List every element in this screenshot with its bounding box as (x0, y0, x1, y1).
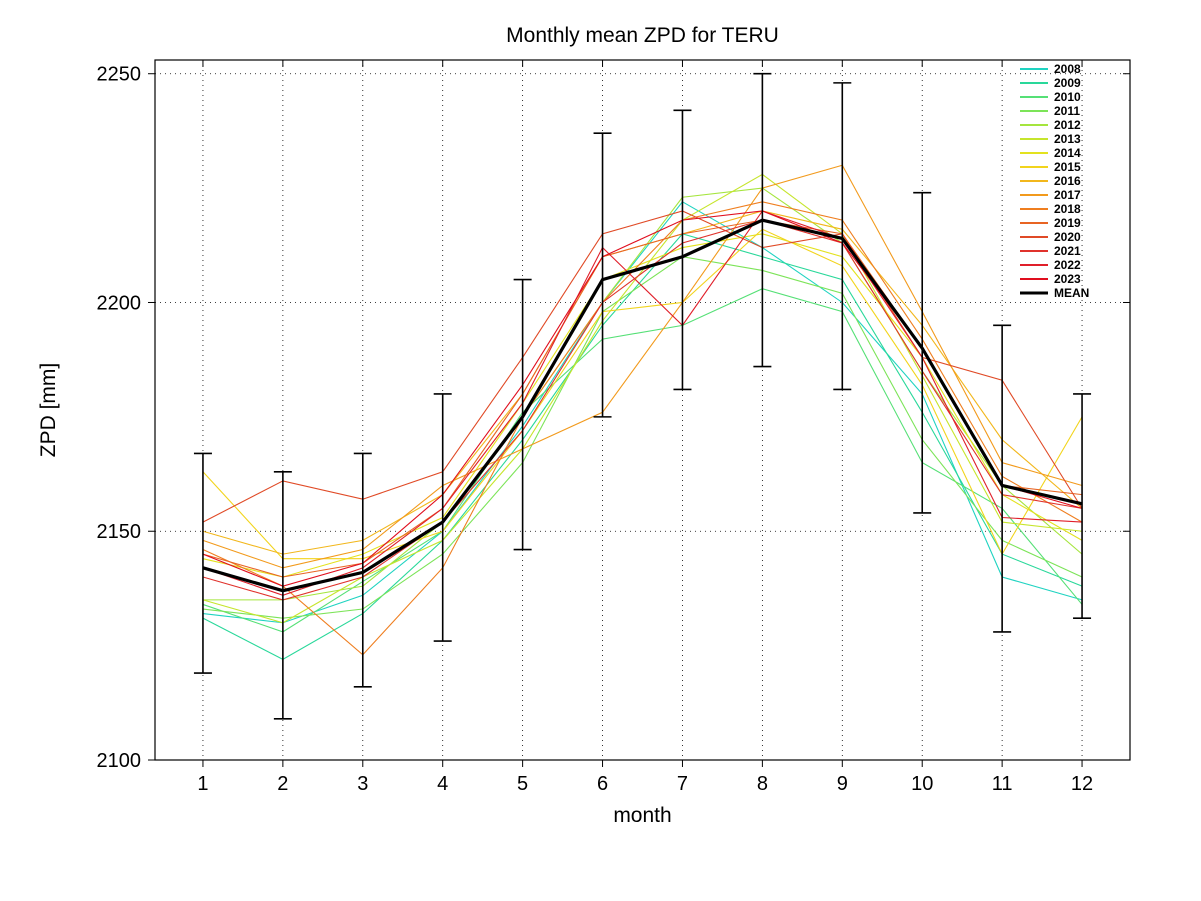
x-tick-label: 7 (677, 773, 688, 795)
x-tick-label: 4 (437, 773, 448, 795)
legend-label: 2017 (1054, 188, 1081, 202)
y-axis-label: ZPD [mm] (37, 363, 60, 458)
x-tick-label: 6 (597, 773, 608, 795)
legend-label: 2008 (1054, 62, 1081, 76)
x-tick-label: 9 (837, 773, 848, 795)
legend-label: 2019 (1054, 216, 1081, 230)
chart-svg: 1234567891011122100215022002250Monthly m… (0, 0, 1201, 901)
y-tick-label: 2100 (97, 750, 142, 772)
x-tick-label: 12 (1071, 773, 1093, 795)
legend-label: 2015 (1054, 160, 1081, 174)
chart-title: Monthly mean ZPD for TERU (506, 24, 779, 47)
chart-container: 1234567891011122100215022002250Monthly m… (0, 0, 1201, 901)
y-tick-label: 2150 (97, 521, 142, 543)
legend-label: 2014 (1054, 146, 1081, 160)
x-tick-label: 1 (197, 773, 208, 795)
legend-label: 2018 (1054, 202, 1081, 216)
x-tick-label: 3 (357, 773, 368, 795)
legend-label: 2022 (1054, 258, 1081, 272)
x-tick-label: 11 (992, 773, 1013, 795)
legend-label: 2013 (1054, 132, 1081, 146)
legend-label: 2021 (1054, 244, 1081, 258)
x-tick-label: 8 (757, 773, 768, 795)
x-tick-label: 10 (911, 773, 933, 795)
y-tick-label: 2250 (97, 64, 142, 86)
x-tick-label: 2 (277, 773, 288, 795)
legend-label: 2011 (1054, 104, 1080, 118)
legend-label: 2020 (1054, 230, 1081, 244)
legend-label: 2009 (1054, 76, 1081, 90)
legend-label: 2023 (1054, 272, 1081, 286)
x-tick-label: 5 (517, 773, 528, 795)
legend-label: 2012 (1054, 118, 1081, 132)
legend-label: 2010 (1054, 90, 1081, 104)
y-tick-label: 2200 (97, 292, 142, 314)
legend-label: 2016 (1054, 174, 1081, 188)
x-axis-label: month (613, 804, 671, 827)
legend-label: MEAN (1054, 286, 1089, 300)
